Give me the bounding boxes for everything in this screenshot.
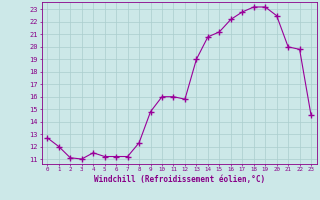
X-axis label: Windchill (Refroidissement éolien,°C): Windchill (Refroidissement éolien,°C) [94,175,265,184]
